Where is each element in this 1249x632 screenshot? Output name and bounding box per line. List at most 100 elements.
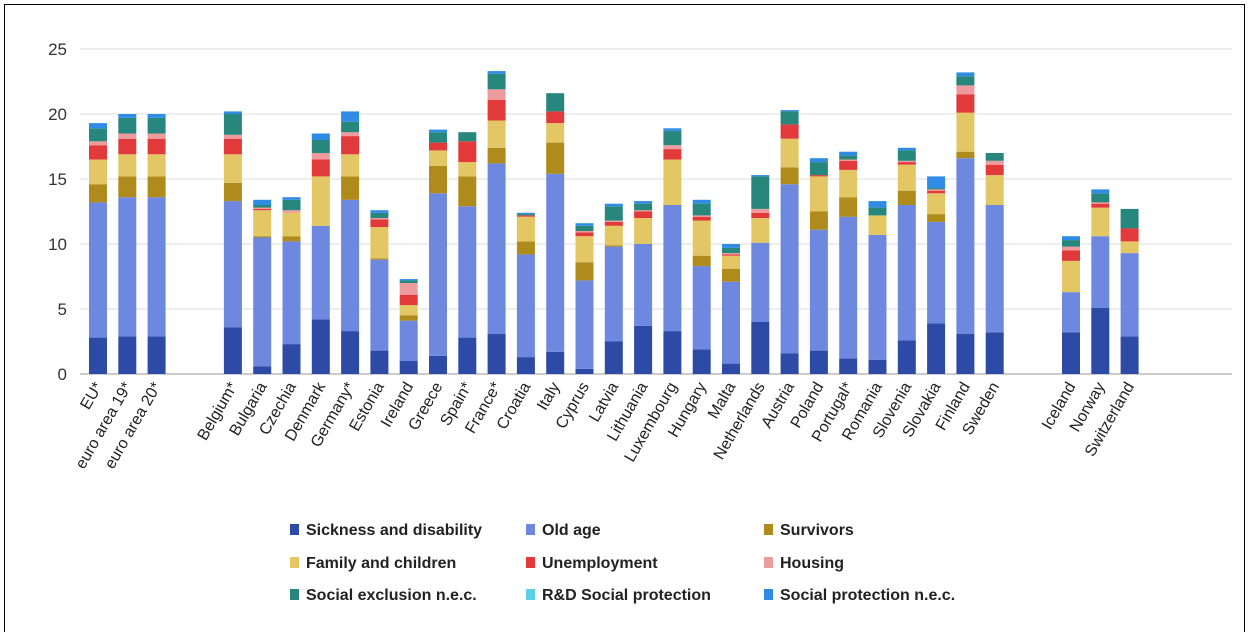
bar-segment [868, 215, 887, 235]
bar-segment [89, 159, 107, 185]
bar-segment [282, 236, 301, 242]
bar-segment [370, 219, 389, 228]
bar-segment [487, 71, 506, 74]
bar-segment [956, 112, 975, 152]
bar-segment [956, 151, 975, 159]
bar-segment [429, 142, 447, 151]
bar-segment [399, 283, 418, 295]
bar-segment [370, 210, 389, 213]
bar-segment [458, 176, 477, 207]
bar-segment [546, 123, 565, 143]
bar-segment [839, 155, 858, 160]
bar-segment [839, 159, 858, 161]
bar-segment [253, 210, 272, 237]
bar-segment [546, 111, 565, 124]
y-tick-label: 25 [48, 40, 67, 59]
bar-segment [341, 199, 360, 332]
bar-segment [722, 253, 740, 255]
bar-segment [370, 227, 389, 259]
bar-segment [927, 221, 946, 324]
bar-segment [253, 199, 272, 205]
bar-segment [722, 247, 740, 254]
bar-segment [429, 355, 447, 374]
bar-segment [809, 175, 828, 177]
bar-segment [1091, 189, 1110, 194]
bar-segment [458, 162, 477, 177]
bar-segment [575, 231, 594, 233]
bar-segment [751, 212, 770, 218]
bar-segment [458, 132, 477, 142]
bar-segment [487, 73, 506, 90]
bar-segment [956, 333, 975, 374]
bar-segment [604, 203, 623, 207]
bar-segment [311, 159, 330, 177]
bar-segment [370, 258, 389, 260]
bar-segment [253, 205, 272, 208]
bar-segment [487, 99, 506, 121]
bar-segment [575, 368, 594, 374]
bar-segment [751, 176, 770, 209]
bar-segment [223, 134, 242, 139]
bar-segment [634, 325, 653, 374]
bar-segment [604, 206, 623, 221]
bar-segment [253, 237, 272, 367]
legend-swatch [290, 557, 299, 568]
bar-segment [223, 138, 242, 155]
bar-segment [751, 175, 770, 177]
bar-segment [634, 203, 653, 211]
legend-label: Housing [780, 555, 844, 572]
bar-segment [370, 212, 389, 218]
bar-segment [118, 197, 137, 337]
bar-segment [897, 205, 916, 341]
bar-segment [147, 176, 166, 198]
bar-segment [897, 190, 916, 205]
bar-segment [516, 212, 535, 215]
bar-segment [487, 163, 506, 334]
bar-segment [927, 188, 946, 190]
legend-label: Sickness and disability [306, 522, 482, 539]
bar-segment [839, 169, 858, 198]
bar-segment [663, 149, 682, 160]
legend-label: Family and children [306, 555, 456, 572]
bar-segment [223, 114, 242, 135]
bar-segment [487, 333, 506, 374]
bar-segment [634, 210, 653, 212]
bar-segment [985, 332, 1004, 374]
bar-segment [253, 207, 272, 209]
bar-segment [311, 153, 330, 160]
bar-segment [809, 350, 828, 374]
bar-segment [370, 350, 389, 374]
bar-segment [89, 123, 107, 129]
bar-segment [868, 359, 887, 374]
bar-segment [399, 320, 418, 361]
bar-segment [311, 140, 330, 153]
bar-segment [1062, 292, 1080, 333]
bar-segment [956, 76, 975, 86]
bar-segment [516, 357, 535, 374]
legend-swatch [764, 589, 773, 600]
bar-segment [118, 133, 137, 139]
bar-segment [223, 327, 242, 374]
bar-segment [575, 225, 594, 231]
y-tick-label: 10 [48, 235, 67, 254]
bar-segment [927, 193, 946, 215]
bar-segment [780, 184, 799, 354]
bar-segment [1062, 260, 1080, 293]
bar-segment [147, 114, 166, 118]
bar-segment [897, 150, 916, 161]
bar-segment [399, 279, 418, 281]
bar-segment [487, 147, 506, 164]
bar-segment [575, 232, 594, 237]
bar-segment [516, 214, 535, 216]
bar-segment [429, 166, 447, 194]
y-tick-label: 5 [58, 300, 67, 319]
legend-label: Survivors [780, 522, 854, 539]
bar-segment [223, 154, 242, 183]
bar-segment [663, 331, 682, 374]
bar-segment [341, 176, 360, 200]
bar-segment [985, 175, 1004, 205]
bar-segment [223, 201, 242, 328]
bar-segment [399, 315, 418, 321]
bar-segment [927, 176, 946, 189]
bar-segment [927, 190, 946, 194]
